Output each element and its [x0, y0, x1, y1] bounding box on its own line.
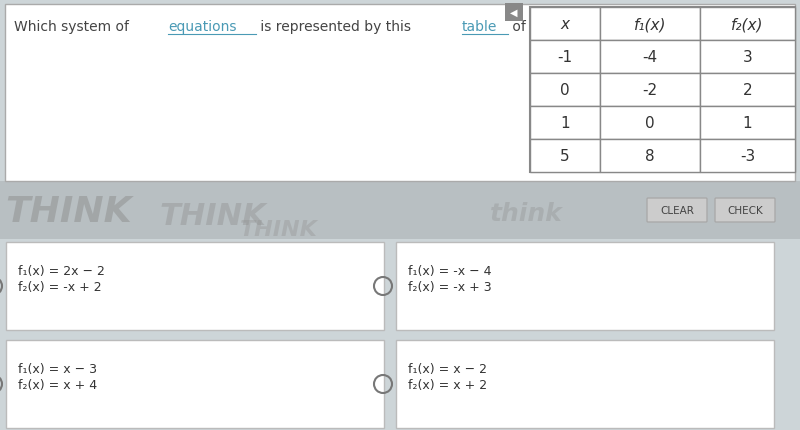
Bar [700, 8, 795, 41]
Text: CHECK: CHECK [727, 206, 763, 215]
Text: equations: equations [168, 20, 237, 34]
Bar [530, 74, 600, 107]
Bar [600, 8, 700, 41]
Text: 3: 3 [742, 50, 752, 65]
Text: of: of [508, 20, 530, 34]
FancyBboxPatch shape [715, 199, 775, 222]
Bar [530, 107, 600, 140]
Bar [530, 8, 600, 41]
Text: 0: 0 [645, 116, 655, 131]
Text: 5: 5 [560, 149, 570, 164]
Text: f₁(x) = x − 2: f₁(x) = x − 2 [408, 362, 487, 375]
Bar [530, 8, 795, 172]
Text: x: x [561, 17, 570, 32]
Text: is represented by this: is represented by this [257, 20, 416, 34]
Text: -1: -1 [558, 50, 573, 65]
Text: f₁(x) = 2x − 2: f₁(x) = 2x − 2 [18, 264, 105, 277]
FancyBboxPatch shape [647, 199, 707, 222]
Text: Which system of: Which system of [14, 20, 134, 34]
Text: 1: 1 [560, 116, 570, 131]
Text: f₁(x) = x − 3: f₁(x) = x − 3 [18, 362, 97, 375]
Text: table: table [462, 20, 498, 34]
Text: ◀: ◀ [510, 8, 518, 18]
Bar [700, 140, 795, 172]
Text: f₂(x) = x + 2: f₂(x) = x + 2 [408, 378, 487, 391]
Bar [600, 107, 700, 140]
Text: f₂(x): f₂(x) [731, 17, 764, 32]
Bar [600, 41, 700, 74]
Bar [600, 140, 700, 172]
Text: THINK: THINK [160, 202, 266, 231]
Text: CLEAR: CLEAR [660, 206, 694, 215]
Bar [505, 4, 523, 22]
Text: THINK: THINK [240, 219, 318, 240]
Text: f₂(x) = x + 4: f₂(x) = x + 4 [18, 378, 97, 391]
Text: f₁(x) = -x − 4: f₁(x) = -x − 4 [408, 264, 491, 277]
Text: ?: ? [594, 20, 602, 34]
Text: values: values [537, 20, 582, 34]
Text: f₂(x) = -x + 2: f₂(x) = -x + 2 [18, 280, 102, 293]
Text: 0: 0 [560, 83, 570, 98]
Bar [530, 140, 600, 172]
FancyBboxPatch shape [5, 5, 795, 181]
Text: think: think [490, 202, 562, 225]
Text: 1: 1 [742, 116, 752, 131]
Text: -2: -2 [642, 83, 658, 98]
Text: 2: 2 [742, 83, 752, 98]
FancyBboxPatch shape [396, 243, 774, 330]
Bar [700, 41, 795, 74]
Text: f₂(x) = -x + 3: f₂(x) = -x + 3 [408, 280, 492, 293]
Bar [600, 74, 700, 107]
FancyBboxPatch shape [6, 340, 384, 428]
Text: THINK: THINK [5, 194, 132, 228]
Text: f₁(x): f₁(x) [634, 17, 666, 32]
Text: -4: -4 [642, 50, 658, 65]
Text: -3: -3 [740, 149, 755, 164]
FancyBboxPatch shape [396, 340, 774, 428]
Bar [700, 74, 795, 107]
Text: 8: 8 [645, 149, 655, 164]
Bar [0, 181, 800, 240]
FancyBboxPatch shape [6, 243, 384, 330]
Bar [700, 107, 795, 140]
Bar [530, 41, 600, 74]
